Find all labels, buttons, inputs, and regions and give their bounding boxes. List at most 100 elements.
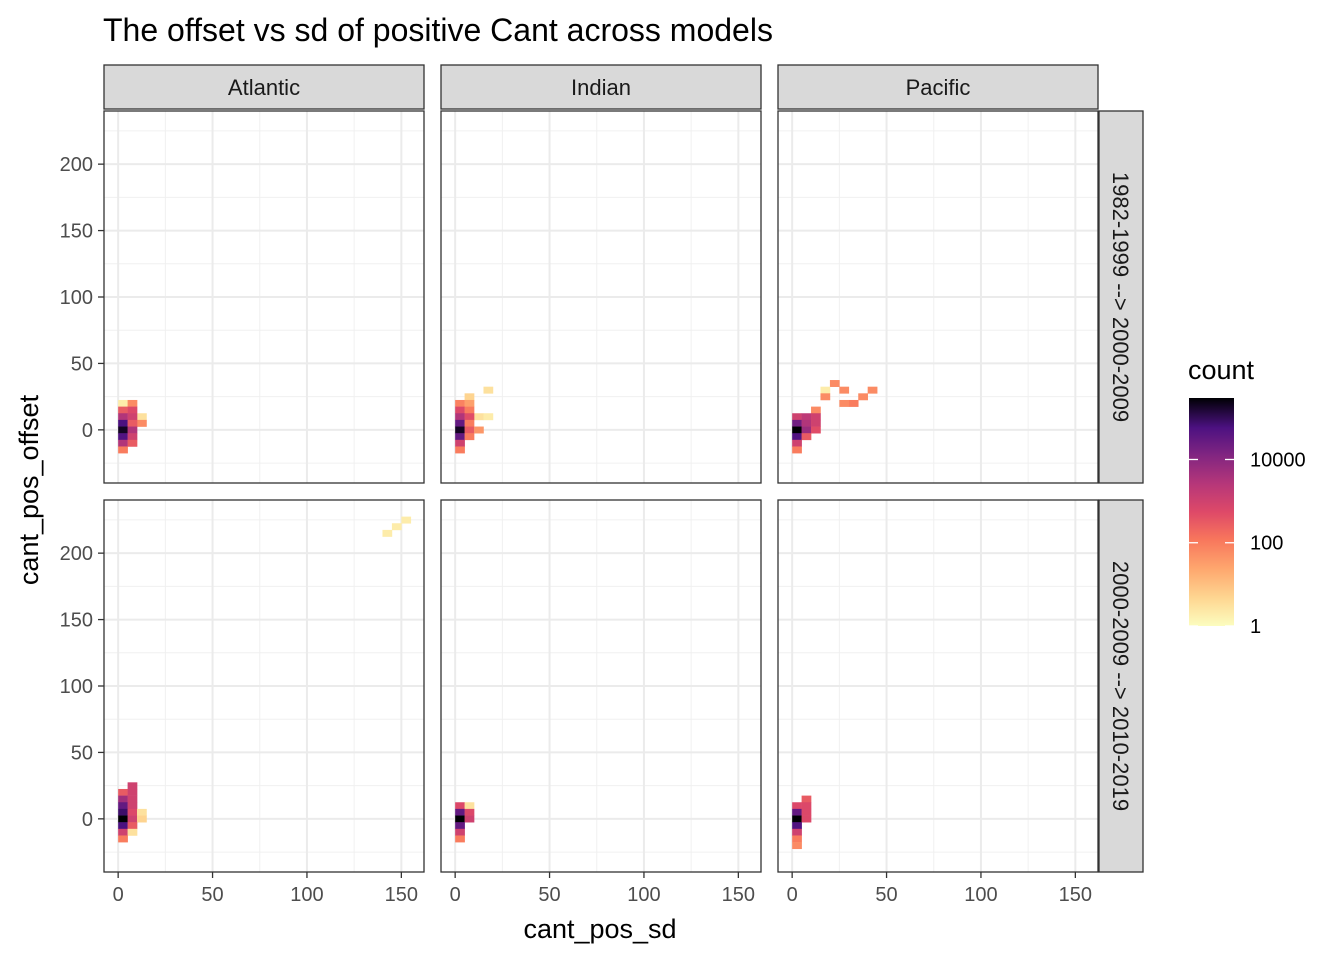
panel-pacific-row-2: 0 50 100 150 xyxy=(777,499,1099,906)
strip-indian: Indian xyxy=(440,64,762,110)
heatmap-bin xyxy=(801,413,812,421)
heatmap-bin xyxy=(820,386,831,394)
y-tick-label: 200 xyxy=(60,154,93,176)
x-tick-label: 0 xyxy=(787,884,798,906)
heatmap-bin xyxy=(464,802,475,810)
y-tick-label: 50 xyxy=(71,353,93,375)
y-tick-label: 0 xyxy=(82,420,93,442)
heatmap-bin xyxy=(820,393,831,401)
heatmap-bin xyxy=(801,808,812,816)
heatmap-bin xyxy=(792,802,802,810)
heatmap-bin xyxy=(137,808,147,816)
heatmap-bin xyxy=(118,802,128,810)
panel-border xyxy=(777,499,1099,873)
strip-label-atlantic: Atlantic xyxy=(228,75,300,100)
strip-row-2: 2000-2009 --> 2010-2019 xyxy=(1098,499,1144,873)
heatmap-bin xyxy=(137,413,147,421)
heatmap-bin xyxy=(455,446,465,454)
heatmap-bin xyxy=(455,413,465,421)
y-tick-label: 200 xyxy=(60,543,93,565)
heatmap-bin xyxy=(127,413,138,421)
heatmap-bin xyxy=(127,406,138,414)
heatmap-bin xyxy=(127,782,138,790)
heatmap-bin xyxy=(474,413,484,421)
y-tick-label: 150 xyxy=(60,221,93,243)
heatmap-bin xyxy=(118,439,128,447)
strip-atlantic: Atlantic xyxy=(103,64,425,110)
x-tick-label: 150 xyxy=(385,884,418,906)
heatmap-bin xyxy=(792,808,802,816)
heatmap-bin xyxy=(792,842,802,850)
x-tick-label: 150 xyxy=(1059,884,1092,906)
heatmap-bin xyxy=(801,802,812,810)
heatmap-bin xyxy=(455,399,465,407)
heatmap-bin xyxy=(455,439,465,447)
heatmap-bin xyxy=(391,523,402,531)
heatmap-bin xyxy=(792,446,802,454)
heatmap-bin xyxy=(118,406,128,414)
strip-row-box-1 xyxy=(1098,110,1144,484)
heatmap-bin xyxy=(127,828,138,836)
panel-border xyxy=(440,499,762,873)
x-tick-label: 50 xyxy=(875,884,897,906)
legend: count 1 100 10000 xyxy=(1188,355,1306,638)
y-tick-label: 100 xyxy=(60,287,93,309)
x-tick-label: 100 xyxy=(627,884,660,906)
heatmap-bin xyxy=(801,433,812,441)
heatmap-bin xyxy=(118,433,128,441)
heatmap-bin xyxy=(829,380,840,387)
heatmap-bin xyxy=(127,399,138,407)
heatmap-bin xyxy=(118,446,128,454)
heatmap-bin xyxy=(455,802,465,810)
legend-label: 100 xyxy=(1250,533,1283,555)
heatmap-bin xyxy=(483,413,494,421)
heatmap-bin xyxy=(464,406,475,414)
heatmap-bin xyxy=(464,413,475,421)
heatmap-bin xyxy=(118,835,128,843)
heatmap-bin xyxy=(867,386,878,394)
heatmap-bin xyxy=(474,426,484,434)
strip-box-indian xyxy=(440,64,762,110)
heatmap-bin xyxy=(118,413,128,421)
legend-label: 1 xyxy=(1250,616,1261,638)
heatmap-bin xyxy=(792,815,802,823)
panel-atlantic-row-1: 0 50 100 150 200 xyxy=(60,110,425,484)
strip-box-atlantic xyxy=(103,64,425,110)
heatmap-bin xyxy=(127,808,138,816)
heatmap-bin xyxy=(127,439,138,447)
heatmap-bin xyxy=(792,439,802,447)
heatmap-bin xyxy=(792,835,802,843)
x-axis-title: cant_pos_sd xyxy=(523,914,676,944)
x-tick-label: 0 xyxy=(113,884,124,906)
heatmap-bin xyxy=(464,399,475,407)
heatmap-bin xyxy=(127,822,138,830)
heatmap-bin xyxy=(792,433,802,441)
chart-title: The offset vs sd of positive Cant across… xyxy=(103,12,773,48)
heatmap-bin xyxy=(455,822,465,830)
heatmap-bin xyxy=(118,808,128,816)
strip-pacific: Pacific xyxy=(777,64,1099,110)
strip-row-box-2 xyxy=(1098,499,1144,873)
heatmap-bin xyxy=(127,788,138,796)
strip-row-label-2: 2000-2009 --> 2010-2019 xyxy=(1108,561,1133,811)
heatmap-bin xyxy=(464,808,475,816)
y-axis-title: cant_pos_offset xyxy=(14,394,44,585)
heatmap-bin xyxy=(118,815,128,823)
panel-indian-row-2: 0 50 100 150 xyxy=(440,499,762,906)
panel-pacific-row-1 xyxy=(777,110,1099,484)
strip-row-label-1: 1982-1999 --> 2000-2009 xyxy=(1108,172,1133,422)
heatmap-bin xyxy=(137,419,147,427)
legend-label: 10000 xyxy=(1250,449,1306,471)
heatmap-bin xyxy=(455,406,465,414)
y-tick-label: 100 xyxy=(60,676,93,698)
legend-colorbar xyxy=(1189,398,1234,626)
heatmap-bin xyxy=(137,815,147,823)
heatmap-bin xyxy=(455,426,465,434)
heatmap-bin xyxy=(455,433,465,441)
heatmap-bin xyxy=(382,529,393,537)
heatmap-bin xyxy=(801,795,812,803)
x-tick-label: 150 xyxy=(722,884,755,906)
heatmap-bin xyxy=(401,516,412,524)
heatmap-bin xyxy=(127,802,138,810)
